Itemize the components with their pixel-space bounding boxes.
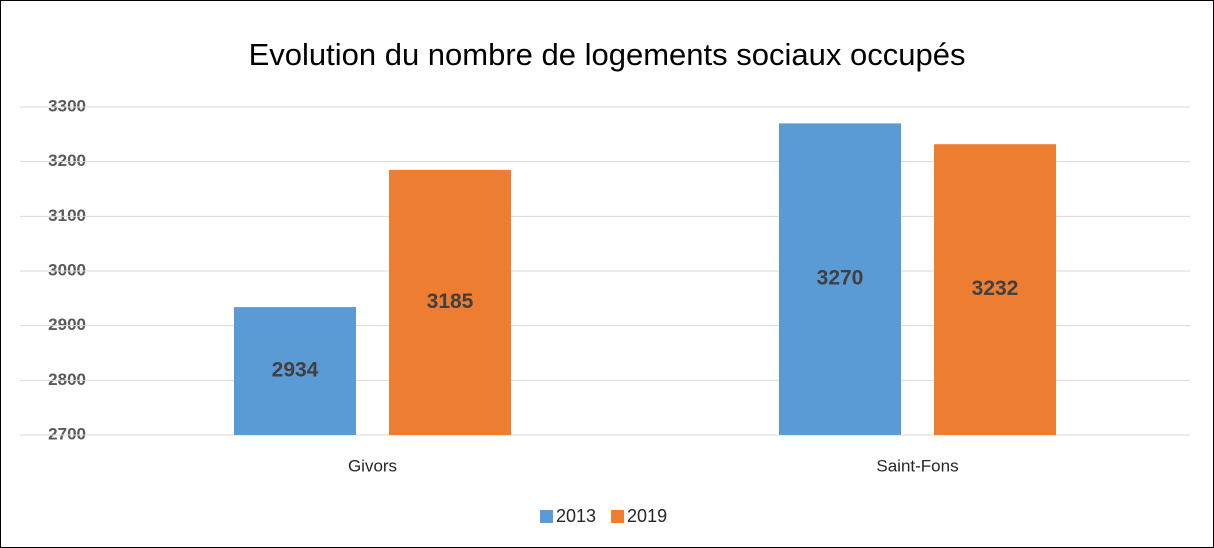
bar — [934, 144, 1056, 435]
bar — [389, 169, 511, 435]
y-tick-label: 3000 — [48, 260, 86, 279]
y-tick-label: 3200 — [48, 151, 86, 170]
data-label: 3185 — [427, 290, 474, 313]
data-label: 2934 — [272, 359, 319, 382]
bar — [779, 123, 901, 436]
legend-label: 2013 — [556, 506, 596, 526]
x-tick-label: Givors — [348, 456, 397, 475]
y-tick-label: 2900 — [48, 315, 86, 334]
y-tick-label: 3100 — [48, 206, 86, 225]
y-tick-label: 3300 — [48, 96, 86, 115]
y-tick-label: 2800 — [48, 370, 86, 389]
legend-swatch — [611, 510, 625, 523]
data-label: 3232 — [972, 277, 1019, 300]
y-tick-label: 2700 — [48, 424, 86, 443]
legend-swatch — [540, 510, 553, 523]
chart-title: Evolution du nombre de logements sociaux… — [249, 37, 966, 72]
data-label: 3270 — [817, 267, 864, 290]
x-tick-label: Saint-Fons — [876, 456, 958, 475]
bar — [234, 307, 356, 435]
legend-label: 2019 — [627, 506, 667, 526]
